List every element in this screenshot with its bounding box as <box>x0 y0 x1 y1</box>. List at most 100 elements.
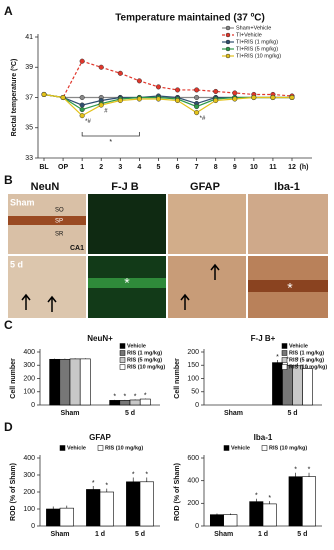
bar <box>126 481 141 527</box>
y-tick-label: 400 <box>23 349 35 356</box>
x-tick-label: 8 <box>214 164 218 171</box>
y-tick-label: 300 <box>23 472 35 479</box>
x-unit: (h) <box>300 164 309 171</box>
point <box>98 64 104 70</box>
legend-marker <box>225 39 231 45</box>
legend-swatch <box>281 343 288 349</box>
panel-letter: A <box>4 4 13 18</box>
x-tick-label: 10 <box>250 164 258 171</box>
significance: * <box>276 354 279 361</box>
column-header: NeuN <box>31 181 60 193</box>
legend-label: RIS (10 mg/kg) <box>105 445 143 451</box>
significance: * <box>306 360 309 367</box>
x-tick-label: 11 <box>269 164 277 171</box>
chart-title: F-J B+ <box>251 334 276 343</box>
bar <box>59 358 71 406</box>
legend-marker <box>225 53 231 59</box>
point <box>194 87 200 93</box>
legend-label: Vehicle <box>231 445 250 451</box>
chart-title: Temperature maintained (37 ºC) <box>115 13 265 24</box>
point <box>194 104 200 110</box>
micrograph <box>168 256 246 318</box>
point <box>60 94 66 101</box>
bar <box>223 514 238 527</box>
point <box>136 96 142 102</box>
bar <box>139 398 151 406</box>
y-tick-label: 400 <box>187 478 199 485</box>
significance: * <box>134 393 137 400</box>
region-label: SP <box>55 219 63 225</box>
x-tick-label: BL <box>39 164 49 171</box>
y-tick-label: 39 <box>25 64 33 71</box>
y-tick-label: 300 <box>23 362 35 369</box>
x-tick-label: 3 <box>118 164 122 171</box>
bar <box>288 476 303 527</box>
legend-label: RIS (1 mg/kg) <box>127 350 162 356</box>
y-tick-label: 150 <box>187 362 199 369</box>
legend-label: TI+Vehicle <box>236 32 262 38</box>
micrograph <box>88 194 166 254</box>
bracket-label: * <box>109 139 112 146</box>
x-tick-label: 12 <box>288 164 296 171</box>
bar <box>302 368 313 406</box>
legend-marker <box>225 46 231 52</box>
region-label: CA1 <box>70 245 84 252</box>
significance: * <box>286 356 289 363</box>
bar <box>69 358 81 406</box>
x-tick-label: 6 <box>176 164 180 171</box>
point <box>251 94 257 101</box>
y-tick-label: 0 <box>31 523 35 530</box>
legend-swatch <box>281 350 288 356</box>
bar <box>282 364 293 406</box>
x-tick-label: OP <box>58 164 68 171</box>
x-tick-label: 5 <box>157 164 161 171</box>
y-axis-label: Cell number <box>174 358 181 399</box>
y-tick-label: 100 <box>23 506 35 513</box>
y-tick-label: 37 <box>25 94 33 101</box>
significance: * <box>105 482 108 489</box>
cell-layer <box>8 216 86 225</box>
row-label: 5 d <box>10 259 23 269</box>
y-tick-label: 400 <box>23 455 35 462</box>
bar <box>262 503 277 527</box>
point <box>213 88 219 94</box>
x-tick-label: 5 d <box>135 531 145 538</box>
legend-swatch <box>97 445 104 451</box>
y-tick-label: 33 <box>25 155 33 162</box>
y-tick-label: 100 <box>23 389 35 396</box>
panel-letter: B <box>4 173 13 187</box>
legend-swatch <box>261 445 268 451</box>
legend-label: RIS (5 mg/kg) <box>289 357 324 363</box>
x-tick-label: Sham <box>60 410 79 417</box>
x-tick-label: 5 d <box>287 410 297 417</box>
column-header: Iba-1 <box>274 181 300 193</box>
point <box>41 91 47 98</box>
legend-label: RIS (1 mg/kg) <box>289 350 324 356</box>
legend-swatch <box>119 350 126 356</box>
legend-label: TI+RIS (10 mg/kg) <box>236 53 281 59</box>
point <box>79 102 85 108</box>
point <box>155 96 162 102</box>
legend-swatch <box>119 364 126 370</box>
point <box>98 102 104 108</box>
legend-swatch <box>59 445 66 451</box>
y-tick-label: 200 <box>23 375 35 382</box>
y-tick-label: 200 <box>187 349 199 356</box>
legend-label: Vehicle <box>127 343 146 349</box>
x-tick-label: 4 <box>137 164 141 171</box>
region-label: SR <box>55 232 64 238</box>
point <box>79 107 85 113</box>
legend-swatch <box>223 445 230 451</box>
bar <box>139 481 154 527</box>
legend-swatch <box>119 357 126 363</box>
x-tick-label: Sham <box>214 531 233 538</box>
x-tick-label: Sham <box>50 531 69 538</box>
bar <box>99 491 114 527</box>
legend-label: Vehicle <box>289 343 308 349</box>
significance: * <box>145 471 148 478</box>
point <box>136 78 142 84</box>
x-tick-label: Sham <box>224 410 243 417</box>
x-tick-label: 1 <box>80 164 84 171</box>
significance: * <box>92 480 95 487</box>
point <box>79 113 85 119</box>
